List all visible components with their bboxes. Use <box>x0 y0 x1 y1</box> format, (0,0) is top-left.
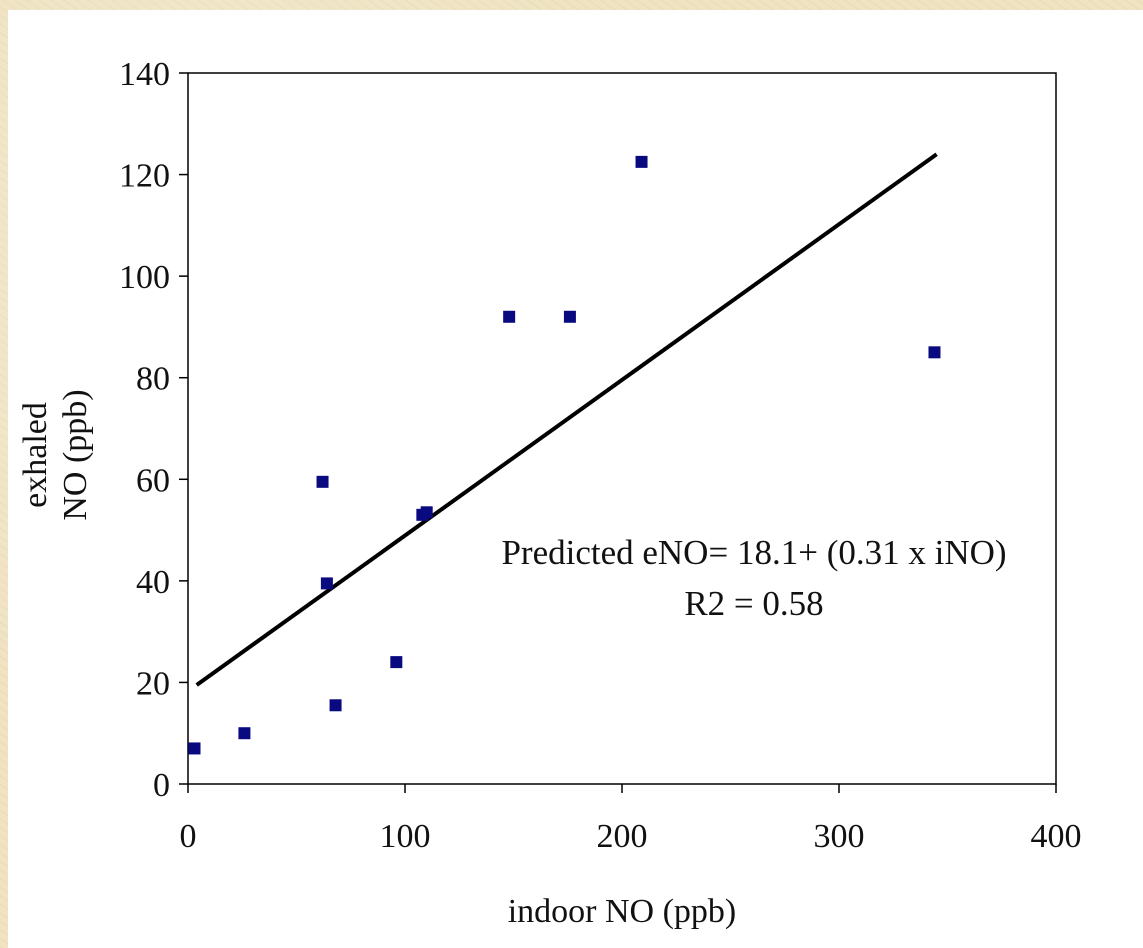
x-tick-label: 400 <box>1031 818 1082 855</box>
data-point <box>420 506 433 519</box>
y-tick-label: 60 <box>136 462 170 499</box>
y-tick-label: 40 <box>136 564 170 601</box>
x-tick-label: 200 <box>597 818 648 855</box>
y-axis-title-line-1: exhaled <box>17 402 54 508</box>
r-squared-label: R2 = 0.58 <box>684 584 823 623</box>
trendline <box>195 152 938 687</box>
data-points <box>188 155 941 755</box>
y-tick-label: 0 <box>153 767 170 804</box>
y-tick-label: 140 <box>119 56 170 93</box>
x-tick-label: 0 <box>180 818 197 855</box>
data-point <box>563 310 576 323</box>
data-point <box>188 742 201 755</box>
data-point <box>316 475 329 488</box>
y-tick-label: 20 <box>136 665 170 702</box>
x-tick-label: 300 <box>814 818 865 855</box>
y-tick-label: 100 <box>119 259 170 296</box>
data-point <box>320 577 333 590</box>
regression-equation: Predicted eNO= 18.1+ (0.31 x iNO) <box>501 533 1006 572</box>
data-point <box>329 699 342 712</box>
plot-area <box>187 72 1057 785</box>
data-point <box>390 656 403 669</box>
data-point <box>635 155 648 168</box>
y-tick-label: 80 <box>136 361 170 398</box>
y-tick-label: 120 <box>119 158 170 195</box>
y-axis-ticks: 0 20 40 60 80 100 120 140 <box>119 56 188 804</box>
y-axis-title-line-2: NO (ppb) <box>57 389 94 520</box>
data-point <box>928 346 941 359</box>
x-tick-label: 100 <box>380 818 431 855</box>
data-point <box>238 727 251 740</box>
chart-panel: 0 20 40 60 80 100 120 140 0 100 200 300 400 indoor … <box>8 10 1143 948</box>
data-point <box>503 310 516 323</box>
x-axis-ticks: 0 100 200 300 400 <box>180 784 1082 855</box>
x-axis-title: indoor NO (ppb) <box>508 893 737 930</box>
scatter-chart: 0 20 40 60 80 100 120 140 0 100 200 300 400 indoor … <box>17 56 1082 930</box>
